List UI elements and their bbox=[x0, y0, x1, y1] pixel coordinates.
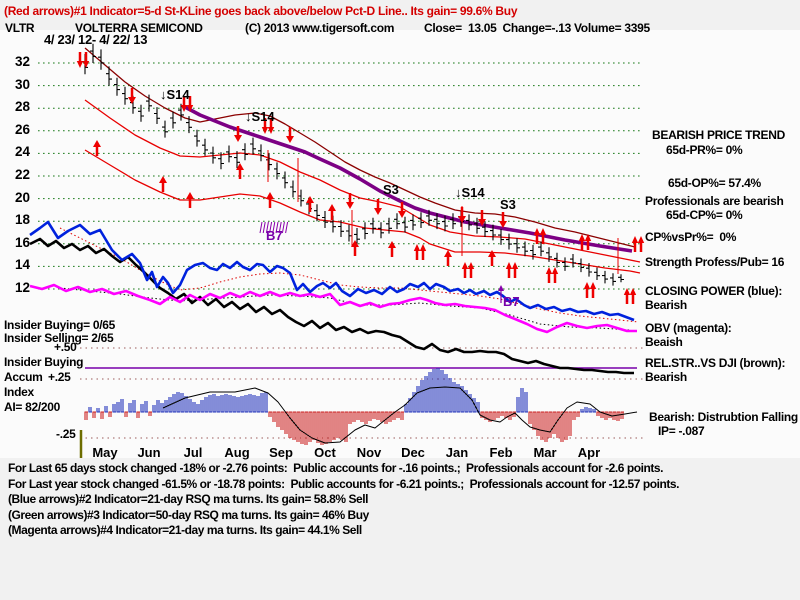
month-label: Oct bbox=[314, 445, 336, 460]
month-label: Jun bbox=[137, 445, 161, 460]
copyright-notice: (C) 2013 www.tigersoft.com bbox=[245, 21, 395, 35]
analysis-line: CP%vsPr%= 0% bbox=[645, 230, 737, 244]
analysis-line: 65d-CP%= 0% bbox=[666, 208, 743, 222]
indicator-label: Index bbox=[4, 385, 34, 399]
price-axis-label: 28 bbox=[14, 99, 30, 115]
price-axis-label: 24 bbox=[14, 144, 30, 160]
signal-annotation: ↓S14 bbox=[245, 109, 275, 124]
price-axis-label: 18 bbox=[14, 212, 30, 228]
signal-annotation: ↓S14 bbox=[455, 185, 485, 200]
footer-line: For Last 65 days stock changed -18% or -… bbox=[8, 461, 664, 475]
indicator-label: Accum bbox=[4, 370, 43, 384]
footer-line: (Green arrows)#3 Indicator=50-day RSQ ma… bbox=[8, 507, 369, 522]
quote-summary: Close= 13.05 Change=-.13 Volume= 3395 bbox=[424, 21, 650, 35]
company-name: VOLTERRA SEMICOND bbox=[75, 21, 203, 35]
month-label: Jan bbox=[445, 445, 469, 460]
month-label: Mar bbox=[533, 445, 557, 460]
price-axis-label: 20 bbox=[14, 189, 30, 205]
analysis-line: Beaish bbox=[645, 335, 683, 349]
footer-line: (Blue arrows)#2 Indicator=21-day RSQ ma … bbox=[8, 492, 368, 506]
signal-annotation: B7 bbox=[503, 294, 520, 309]
month-label: May bbox=[92, 445, 118, 460]
header-strip bbox=[0, 0, 800, 30]
footer-line: For Last year stock changed -61.5% or -1… bbox=[8, 476, 680, 491]
month-label: Jul bbox=[183, 445, 203, 460]
analysis-line: BEARISH PRICE TREND bbox=[652, 128, 785, 142]
indicator-label: +.25 bbox=[48, 370, 71, 384]
price-axis-label: 16 bbox=[14, 234, 30, 250]
indicator-label: -.25 bbox=[56, 427, 76, 441]
analysis-line: REL.STR..VS DJI (brown): bbox=[645, 356, 786, 370]
ticker-symbol: VLTR bbox=[5, 21, 35, 35]
month-label: Feb bbox=[489, 445, 513, 460]
month-label: Sep bbox=[269, 445, 293, 460]
footer-line: (Magenta arrows)#4 Indicator=21-day ma t… bbox=[8, 523, 362, 537]
footer-strip bbox=[0, 458, 800, 600]
analysis-line: 65d-PR%= 0% bbox=[666, 143, 743, 157]
analysis-line: Strength Profess/Pub= 16 bbox=[645, 255, 785, 269]
indicator-label: Insider Buying= 0/65 bbox=[4, 318, 116, 332]
signal-annotation: ↓S14 bbox=[160, 87, 190, 102]
analysis-line: Professionals are bearish bbox=[645, 194, 784, 208]
indicator1-headline: (Red arrows)#1 Indicator=5-d St-KLine go… bbox=[4, 4, 518, 18]
price-axis-label: 26 bbox=[14, 121, 30, 137]
indicator-label: Insider Buying bbox=[4, 355, 84, 369]
analysis-line: IP= -.087 bbox=[658, 424, 705, 438]
price-axis-label: 22 bbox=[14, 167, 30, 182]
analysis-line: 65d-OP%= 57.4% bbox=[668, 176, 761, 190]
price-axis-label: 30 bbox=[14, 76, 30, 92]
analysis-line: Bearish bbox=[645, 370, 687, 384]
price-axis-label: 32 bbox=[14, 54, 30, 69]
analysis-line: CLOSING POWER (blue): bbox=[645, 284, 783, 298]
signal-annotation: S3 bbox=[383, 182, 399, 197]
month-label: Nov bbox=[356, 445, 382, 460]
indicator-label: +.50 bbox=[54, 340, 77, 354]
price-axis-label: 14 bbox=[14, 257, 30, 273]
indicator-label: Insider Selling= 2/65 bbox=[4, 331, 114, 345]
month-label: Dec bbox=[401, 445, 425, 460]
signal-annotation: S3 bbox=[500, 197, 516, 212]
price-axis-label: 12 bbox=[14, 280, 30, 295]
analysis-line: Bearish: Distrubtion Falling bbox=[649, 410, 798, 424]
indicator-label: AI= 82/200 bbox=[4, 400, 61, 414]
month-label: Apr bbox=[577, 445, 601, 460]
analysis-line: Bearish bbox=[645, 298, 687, 312]
analysis-line: OBV (magenta): bbox=[645, 321, 732, 335]
month-label: Aug bbox=[224, 445, 250, 460]
date-range: 4/ 23/ 12- 4/ 22/ 13 bbox=[44, 32, 148, 47]
